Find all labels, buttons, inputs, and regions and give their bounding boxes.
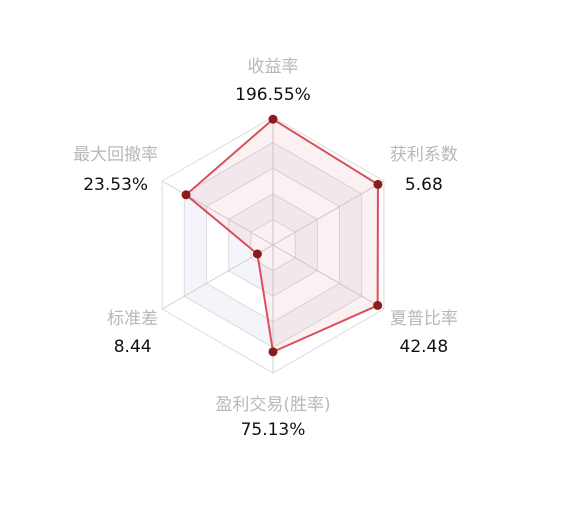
value-label: 42.48 xyxy=(400,337,449,357)
axis-line xyxy=(272,244,385,310)
axis-name: 盈利交易(胜率) xyxy=(215,395,330,415)
axis-line xyxy=(272,180,385,246)
value-label: 75.13% xyxy=(241,420,306,440)
data-point xyxy=(373,179,383,189)
axis-line xyxy=(161,180,274,246)
data-point xyxy=(268,114,278,124)
data-point xyxy=(373,300,383,310)
axis-name: 收益率 xyxy=(248,57,299,77)
value-label: 5.68 xyxy=(405,175,443,195)
axis-name: 获利系数 xyxy=(390,145,458,165)
data-point xyxy=(252,249,262,259)
value-label: 8.44 xyxy=(114,337,152,357)
data-point xyxy=(268,347,278,357)
value-label: 196.55% xyxy=(235,85,311,105)
value-label: 23.53% xyxy=(83,175,148,195)
data-point xyxy=(181,190,191,200)
axis-name: 标准差 xyxy=(107,309,158,329)
axis-name: 夏普比率 xyxy=(390,309,458,329)
axis-name: 最大回撤率 xyxy=(73,145,158,165)
